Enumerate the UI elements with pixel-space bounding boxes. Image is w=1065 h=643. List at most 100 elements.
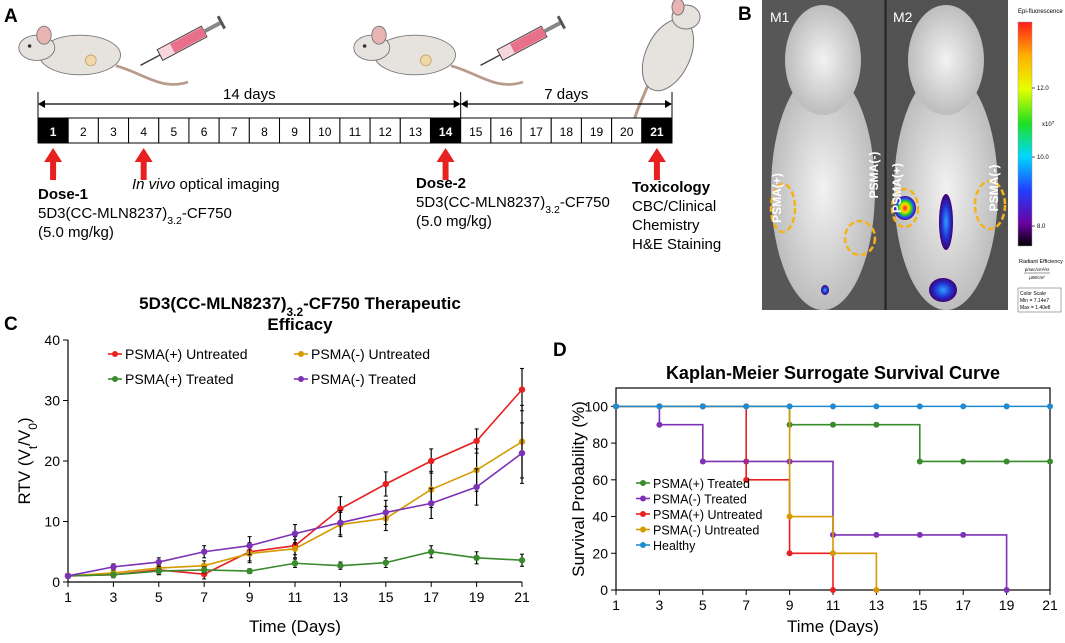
colorbar-tick-label: 12.0 (1037, 86, 1049, 92)
colorbar-unit: Radiant Efficiency (1019, 259, 1063, 265)
day-box (611, 117, 643, 144)
legend-label: PSMA(-) Treated (653, 493, 747, 507)
step-segment (746, 405, 791, 425)
mouse-photo-head (908, 5, 984, 115)
x-tick-label: 5 (155, 589, 163, 605)
x-tick-label: 1 (64, 589, 72, 605)
x-tick-label: 17 (955, 597, 971, 613)
tumor-label: PSMA(-) (867, 152, 881, 199)
dose-drug: 5D3(CC-MLN8237)3.2-CF750 (416, 194, 610, 216)
subscript: t (26, 445, 40, 449)
day-number: 20 (620, 125, 634, 139)
mouse-photo (894, 70, 998, 310)
day-number: 7 (231, 125, 238, 139)
text-part: ) (15, 417, 34, 423)
syringe-illustration (140, 15, 226, 66)
x-tick-label: 21 (514, 589, 530, 605)
day-box (460, 117, 492, 144)
legend-marker (298, 376, 304, 382)
day-box (490, 117, 522, 144)
data-point (960, 458, 967, 465)
data-point (428, 500, 435, 507)
day-number: 13 (409, 125, 423, 139)
data-point (916, 531, 923, 538)
color-scale-min: Min = 7.14e7 (1020, 298, 1049, 304)
legend-label: PSMA(-) Untreated (653, 524, 759, 538)
x-tick-label: 7 (200, 589, 208, 605)
day-box (188, 117, 220, 144)
data-point (916, 403, 923, 410)
colorbar (1017, 21, 1033, 247)
data-point (201, 566, 208, 574)
data-point (1003, 458, 1010, 465)
day-number: 12 (379, 125, 393, 139)
mouse-photo-head (785, 5, 861, 115)
x-tick-label: 11 (826, 597, 841, 613)
tumor (84, 54, 97, 67)
data-point (699, 403, 706, 410)
superscript: 7 (1052, 120, 1055, 125)
data-point (291, 560, 299, 567)
event-arrow (436, 148, 455, 180)
colorbar-unit-part: µW/cm² (1029, 275, 1045, 280)
legend-marker (640, 480, 646, 486)
legend-label: PSMA(+) Treated (653, 477, 750, 491)
colorbar-tick-label: 10.0 (1037, 155, 1049, 161)
mouse-tail (115, 64, 189, 86)
day-number: 2 (80, 125, 87, 139)
step-segment (659, 423, 704, 462)
day-number: 10 (318, 125, 332, 139)
y-axis-label: Survival Probability (%) (569, 401, 588, 577)
day-number: 1 (50, 125, 57, 139)
data-point (1047, 403, 1053, 410)
signal-hotspot (821, 285, 829, 295)
tumor-label: PSMA(-) (987, 165, 1001, 212)
syringe-fluid (510, 27, 547, 53)
legend-marker (640, 495, 646, 502)
text-part: /V (15, 429, 34, 446)
data-point (873, 421, 880, 428)
x-tick-label: 11 (288, 589, 303, 605)
y-tick-label: 10 (44, 514, 60, 530)
y-tick-label: 0 (52, 574, 60, 590)
y-tick-label: 30 (44, 393, 60, 409)
mouse-label: M1 (770, 9, 790, 25)
day-box (399, 117, 431, 144)
x-tick-label: 1 (612, 597, 620, 613)
subscript: 3.2 (545, 204, 560, 216)
color-scale-title: Color Scale (1020, 291, 1046, 297)
y-tick-label: 20 (44, 453, 60, 469)
day-number: 5 (171, 125, 178, 139)
step-segment (616, 405, 661, 425)
data-point (699, 458, 706, 465)
text-part: 5D3(CC-MLN8237) (38, 205, 167, 222)
data-point (291, 545, 299, 552)
day-box (248, 117, 281, 144)
toxicology-item: Chemistry (632, 217, 700, 234)
mouse-ear (36, 25, 52, 45)
data-point (786, 513, 793, 520)
data-point (656, 421, 663, 428)
dose-title: Dose-1 (38, 186, 88, 203)
panel-label: A (4, 6, 18, 27)
y-tick-label: 80 (592, 435, 608, 451)
legend-label: PSMA(+) Treated (125, 371, 234, 387)
step-segment (702, 405, 747, 480)
data-point (382, 509, 389, 516)
event-arrow (44, 148, 63, 180)
day-box (520, 117, 552, 144)
data-point (64, 572, 72, 580)
x-tick-label: 15 (912, 597, 928, 613)
data-point (473, 483, 480, 491)
color-scale-max: Max = 1.40e8 (1020, 305, 1051, 311)
legend-marker (640, 526, 646, 533)
data-point (743, 403, 750, 410)
subscript: 3.2 (167, 215, 182, 227)
day-box (309, 117, 341, 144)
dose-amount: (5.0 mg/kg) (416, 213, 492, 230)
data-point (518, 557, 526, 564)
day-number: 3 (110, 125, 117, 139)
y-tick-label: 0 (600, 582, 608, 598)
event-arrow (134, 148, 153, 180)
legend-marker (640, 542, 646, 548)
